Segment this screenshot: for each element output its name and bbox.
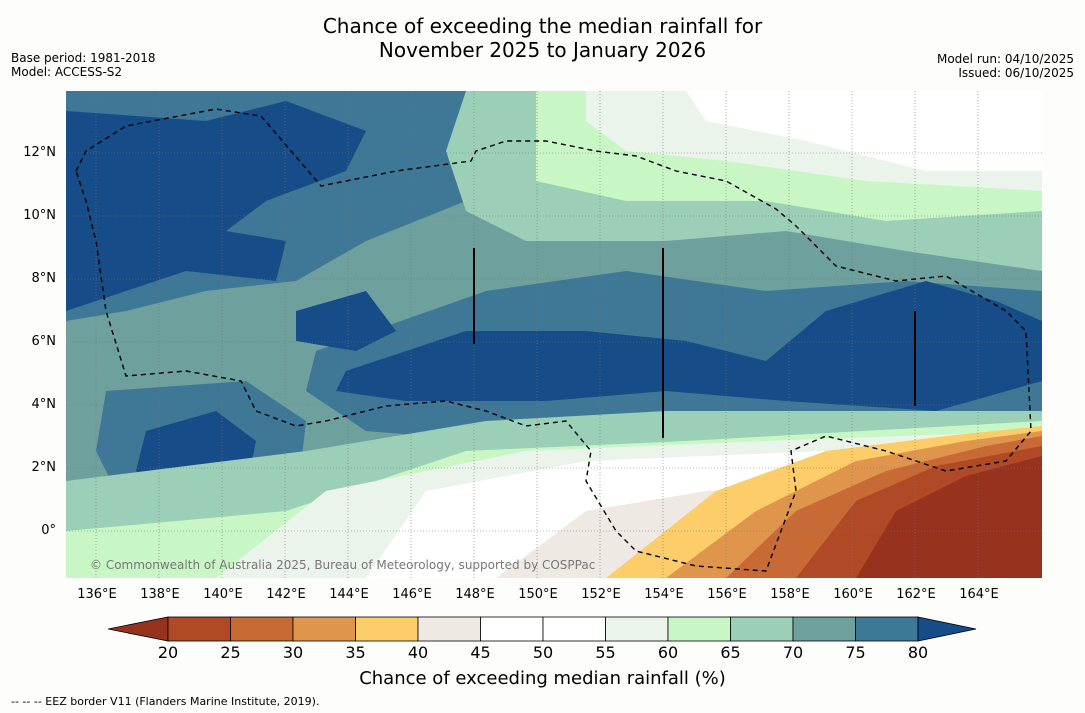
colorbar-cell [230,616,294,642]
title-line-2: November 2025 to January 2026 [378,38,707,62]
lat-label-0: 0° [41,523,56,538]
colorbar-tick-label: 25 [220,643,241,662]
lon-label-144e: 144°E [329,587,369,602]
colorbar-cell [855,616,919,642]
colorbar-tick-label: 80 [907,643,929,662]
colorbar-cell [605,616,669,642]
lon-label-138e: 138°E [140,587,180,602]
colorbar-tick-label: 75 [845,643,866,662]
lat-gridlines [66,152,1042,532]
colorbar-cell [792,616,856,642]
colorbar-tick-label: 70 [782,643,804,662]
colorbar [108,616,977,642]
lon-label-162e: 162°E [896,587,936,602]
colorbar-cells [167,616,919,642]
colorbar-tick-label: 30 [282,643,304,662]
map-title: Chance of exceeding the median rainfall … [0,14,1085,62]
colorbar-cell [417,616,481,642]
lon-label-140e: 140°E [203,587,243,602]
colorbar-low-arrow [108,616,169,642]
lon-label-158e: 158°E [770,587,810,602]
colorbar-high-arrow [917,616,977,642]
eez-footnote: -- -- -- EEZ border V11 (Flanders Marine… [11,695,320,708]
map-svg [66,91,1042,578]
rainfall-map[interactable]: © Commonwealth of Australia 2025, Bureau… [66,91,1042,578]
meta-right: Model run: 04/10/2025 Issued: 06/10/2025 [937,52,1074,80]
lon-label-160e: 160°E [833,587,873,602]
lon-label-142e: 142°E [266,587,306,602]
colorbar-tick-label: 50 [532,643,554,662]
lon-label-154e: 154°E [644,587,684,602]
lat-label-4n: 4°N [31,397,57,412]
base-period-text: Base period: 1981-2018 [11,51,156,65]
lat-label-6n: 6°N [31,334,57,349]
colorbar-tick-label: 60 [657,643,679,662]
lon-label-150e: 150°E [518,587,558,602]
colorbar-cell [167,616,231,642]
region-below-20 [856,456,1042,578]
region-above-80-nw [66,101,366,311]
eez-border [75,108,1032,572]
region-45-55-north [686,91,1042,171]
colorbar-tick-label: 40 [407,643,429,662]
colorbar-cell [730,616,794,642]
lat-label-2n: 2°N [31,460,57,475]
colorbar-cell [542,616,606,642]
colorbar-tick-label: 20 [157,643,179,662]
region-above-80-central [336,281,1042,411]
colorbar-cell [355,616,419,642]
meta-left: Base period: 1981-2018 Model: ACCESS-S2 [11,51,156,79]
lat-label-12n: 12°N [23,145,56,160]
title-line-1: Chance of exceeding the median rainfall … [322,14,763,38]
model-run-text: Model run: 04/10/2025 [936,52,1074,66]
colorbar-title: Chance of exceeding median rainfall (%) [359,668,726,689]
lon-label-136e: 136°E [77,587,117,602]
colorbar-tick-label: 55 [595,643,616,662]
lon-label-146e: 146°E [392,587,432,602]
lat-label-10n: 10°N [23,208,56,223]
lat-label-8n: 8°N [31,271,57,286]
colorbar-cell [480,616,544,642]
colorbar-cell [292,616,356,642]
colorbar-tick-label: 65 [720,643,741,662]
model-text: Model: ACCESS-S2 [11,65,123,79]
colorbar-cell [667,616,731,642]
issued-text: Issued: 06/10/2025 [958,66,1074,80]
colorbar-tick-label: 45 [470,643,491,662]
region-above-80-small [296,291,396,351]
marker-lines [473,248,916,438]
copyright-text: © Commonwealth of Australia 2025, Bureau… [90,558,596,572]
lon-label-152e: 152°E [581,587,621,602]
colorbar-tick-label: 35 [345,643,366,662]
lon-label-148e: 148°E [455,587,495,602]
lon-label-156e: 156°E [707,587,747,602]
lon-label-164e: 164°E [959,587,999,602]
